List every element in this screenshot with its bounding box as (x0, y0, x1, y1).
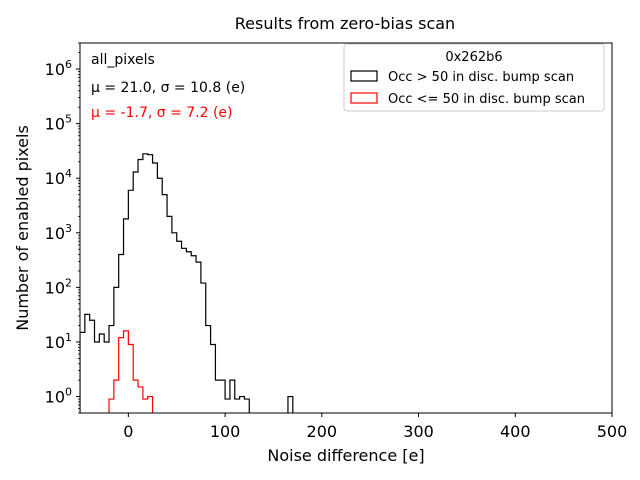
x-tick-label: 300 (403, 422, 434, 441)
y-tick-label: 106 (45, 58, 72, 79)
legend-label-high-occ: Occ > 50 in disc. bump scan (388, 70, 574, 85)
y-axis-label: Number of enabled pixels (13, 125, 32, 331)
y-tick-label: 100 (45, 386, 72, 407)
x-tick-label: 500 (597, 422, 628, 441)
histogram-outline (108, 330, 154, 413)
annotation-stats-all: μ = 21.0, σ = 10.8 (e) (91, 80, 245, 96)
legend-swatch-low-occ (350, 92, 378, 104)
chart-title: Results from zero-bias scan (235, 14, 455, 33)
plot-frame (79, 42, 613, 414)
annotation-stats-low-occ: μ = -1.7, σ = 7.2 (e) (91, 105, 233, 121)
y-tick-label: 104 (45, 167, 72, 188)
plot-area (79, 42, 613, 414)
annotation-label: all_pixels (91, 52, 155, 68)
series-high-occ (80, 153, 294, 413)
series-layer (80, 153, 294, 413)
y-tick-label: 101 (45, 331, 72, 352)
y-axis: 100 101 102 103 104 105 106 (45, 42, 80, 414)
x-tick-label: 0 (123, 422, 133, 441)
legend-box (343, 43, 605, 112)
y-tick-label: 103 (45, 222, 72, 243)
legend-title: 0x262b6 (445, 50, 502, 65)
x-tick-label: 400 (500, 422, 531, 441)
y-tick-label: 102 (45, 276, 72, 297)
legend-swatch-high-occ (350, 70, 378, 82)
y-tick-label: 105 (45, 113, 72, 134)
x-axis-label: Noise difference [e] (267, 446, 424, 465)
legend-label-low-occ: Occ <= 50 in disc. bump scan (388, 92, 585, 107)
legend: 0x262b6 Occ > 50 in disc. bump scan Occ … (343, 43, 605, 112)
series-low-occ (108, 330, 154, 413)
x-tick-label: 200 (307, 422, 338, 441)
x-tick-label: 100 (210, 422, 241, 441)
x-axis: 0 100 200 300 400 500 (123, 413, 627, 441)
histogram-outline (80, 153, 294, 413)
